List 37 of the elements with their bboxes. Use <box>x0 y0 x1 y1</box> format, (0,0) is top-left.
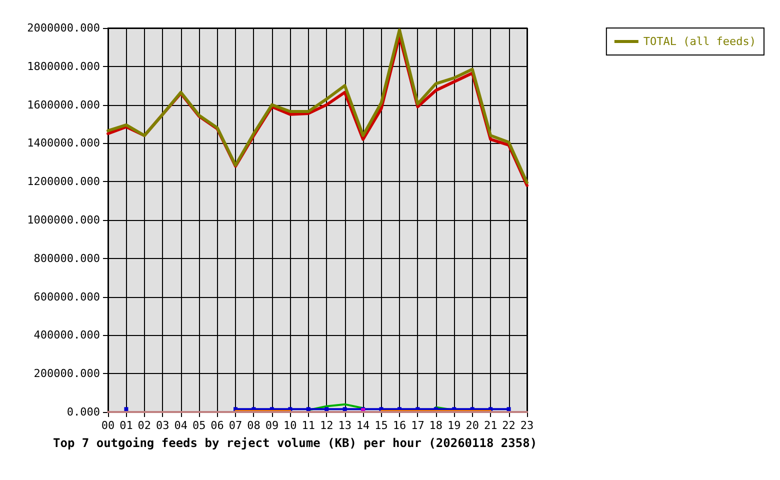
x-tick-label: 00 <box>101 419 115 432</box>
x-tick-label: 17 <box>411 419 424 432</box>
y-tick-label: 1000000.000 <box>27 214 100 226</box>
x-tick-label: 06 <box>210 419 224 432</box>
x-tick-label: 04 <box>174 419 188 432</box>
x-tick-label: 09 <box>265 419 279 432</box>
x-tick-label: 10 <box>284 419 297 432</box>
legend-label: TOTAL (all feeds) <box>643 35 756 48</box>
x-tick-label: 01 <box>120 419 133 432</box>
x-tick-label: 02 <box>138 419 152 432</box>
y-tick-label: 800000.000 <box>34 252 100 265</box>
x-tick-label: 20 <box>466 419 479 432</box>
y-tick-label: 1200000.000 <box>27 175 100 188</box>
y-tick-label: 0.000 <box>66 406 100 418</box>
x-tick-label: 12 <box>320 419 334 432</box>
x-tick-label: 21 <box>484 419 498 432</box>
x-tick-label: 08 <box>247 419 260 432</box>
y-tick-label: 600000.000 <box>34 290 100 304</box>
y-tick-label: 1600000.000 <box>27 98 100 112</box>
y-tick-label: 400000.000 <box>34 328 100 342</box>
y-tick-label: 1400000.000 <box>27 136 100 150</box>
x-tick-label: 05 <box>192 419 206 432</box>
x-tick-label: 14 <box>356 419 370 432</box>
x-tick-label: 03 <box>156 419 170 432</box>
y-tick-label: 2000000.000 <box>27 22 100 34</box>
x-tick-label: 13 <box>338 419 352 432</box>
x-tick-label: 15 <box>374 419 388 432</box>
x-tick-label: 11 <box>302 419 316 432</box>
y-tick-label: 200000.000 <box>34 367 100 380</box>
text: Top 7 outgoing feeds by reject volume (KB) per hour (20260118 2358) <box>53 436 538 450</box>
x-tick-label: 19 <box>448 419 461 432</box>
x-tick-label: 16 <box>392 419 406 432</box>
y-tick-label: 1800000.000 <box>27 60 100 73</box>
x-tick-label: 22 <box>502 419 516 432</box>
x-tick-label: 07 <box>228 419 242 432</box>
x-tick-label: 23 <box>520 419 534 432</box>
x-tick-label: 18 <box>429 419 443 432</box>
